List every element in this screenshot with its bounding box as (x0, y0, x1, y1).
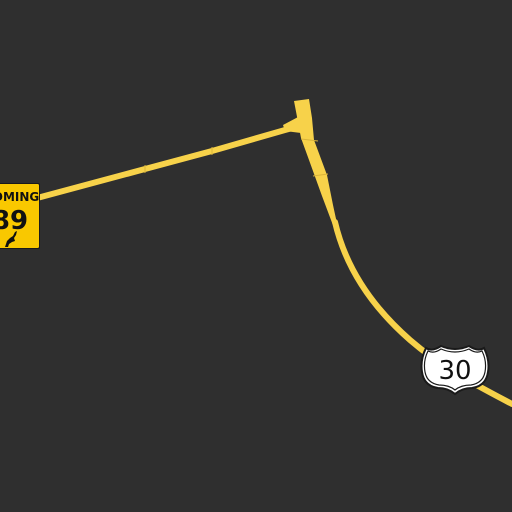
us-30-route-shield[interactable]: 30 (420, 344, 490, 396)
us-shield-route-number: 30 (438, 356, 471, 386)
road-junction[interactable] (283, 99, 338, 228)
wy-shield-body (0, 184, 39, 248)
wy-89-route-shield[interactable]: OMING 89 (0, 183, 40, 249)
wy-shield-route-number: 89 (0, 206, 28, 236)
junction-wedge (294, 99, 338, 228)
junction-ticks (300, 138, 329, 177)
junction-spur (283, 116, 301, 133)
us-shield-outline (420, 344, 490, 396)
wy-shield-state-label: OMING (0, 190, 39, 204)
us-shield-inner-border (423, 348, 487, 391)
road-wy-89-segment-ticks (144, 147, 213, 173)
bucking-horse-icon (5, 231, 17, 247)
